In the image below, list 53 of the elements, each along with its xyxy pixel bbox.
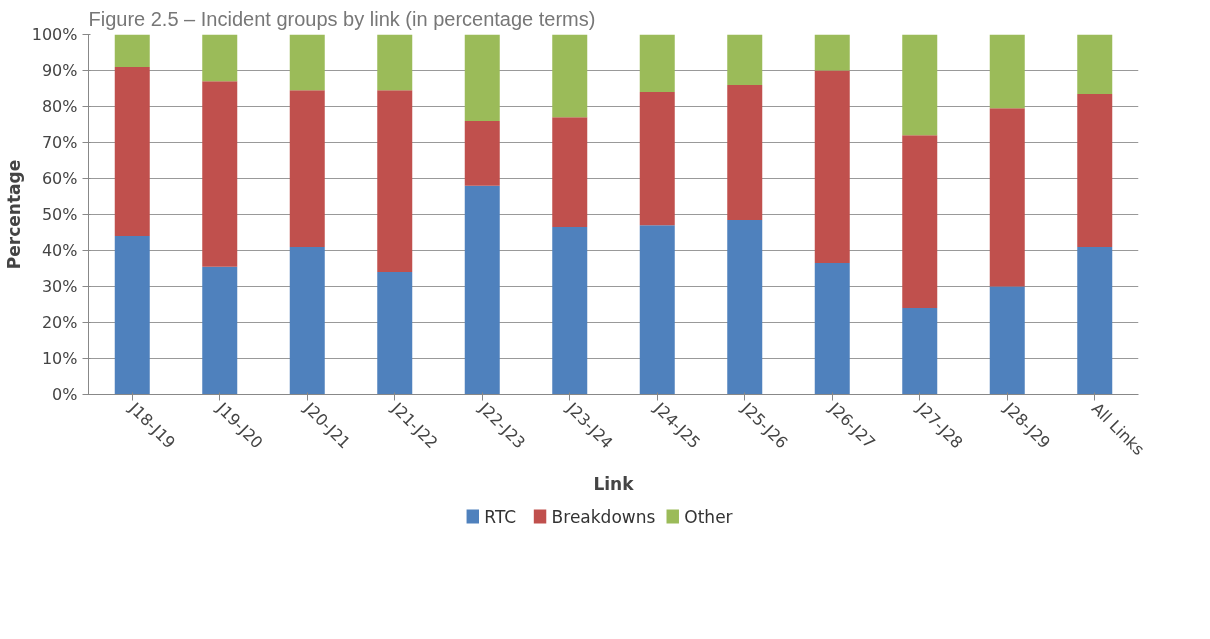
bar	[814, 70, 850, 264]
bar	[377, 90, 413, 273]
x-axis-title: Link	[593, 473, 635, 494]
y-tick-label: 20%	[41, 313, 78, 332]
bar	[552, 117, 588, 228]
bar	[814, 263, 850, 395]
y-tick-label: 0%	[52, 385, 78, 404]
bar	[114, 66, 150, 237]
bar	[639, 92, 675, 226]
y-tick-label: 90%	[41, 61, 78, 80]
bar	[989, 108, 1025, 287]
y-tick-label: 30%	[41, 277, 78, 296]
chart-title: Figure 2.5 – Incident groups by link (in percentage terms)	[88, 7, 596, 30]
y-tick-label: 80%	[41, 97, 78, 116]
y-tick-label: 50%	[41, 205, 78, 224]
bar	[1077, 246, 1113, 395]
y-tick-label: 100%	[31, 25, 78, 44]
bar	[464, 120, 500, 186]
bar	[464, 34, 500, 121]
bar	[202, 34, 238, 82]
bar	[639, 225, 675, 395]
legend-label: RTC	[484, 506, 517, 527]
bar	[727, 84, 763, 220]
y-axis-title: Percentage	[3, 159, 24, 270]
bar	[989, 286, 1025, 395]
bar	[902, 34, 938, 136]
bar	[727, 34, 763, 85]
bar	[377, 34, 413, 91]
bar	[552, 34, 588, 118]
legend-label: Other	[684, 506, 733, 527]
bar	[289, 90, 325, 247]
bar	[202, 81, 238, 267]
bar	[114, 34, 150, 67]
bar	[289, 34, 325, 91]
bar	[989, 34, 1025, 109]
bar	[1077, 34, 1113, 94]
bar	[727, 219, 763, 395]
bar	[902, 135, 938, 309]
bar	[289, 246, 325, 395]
y-tick-label: 60%	[41, 169, 78, 188]
bar	[114, 236, 150, 395]
bar	[377, 272, 413, 395]
y-tick-label: 70%	[41, 133, 78, 152]
bar	[1077, 93, 1113, 247]
y-tick-label: 10%	[41, 349, 78, 368]
bar	[639, 34, 675, 93]
bar	[902, 308, 938, 395]
bar	[814, 34, 850, 71]
legend-label: Breakdowns	[551, 506, 656, 527]
bar	[202, 266, 238, 395]
bar	[552, 227, 588, 395]
y-tick-label: 40%	[41, 241, 78, 260]
bar	[464, 185, 500, 395]
